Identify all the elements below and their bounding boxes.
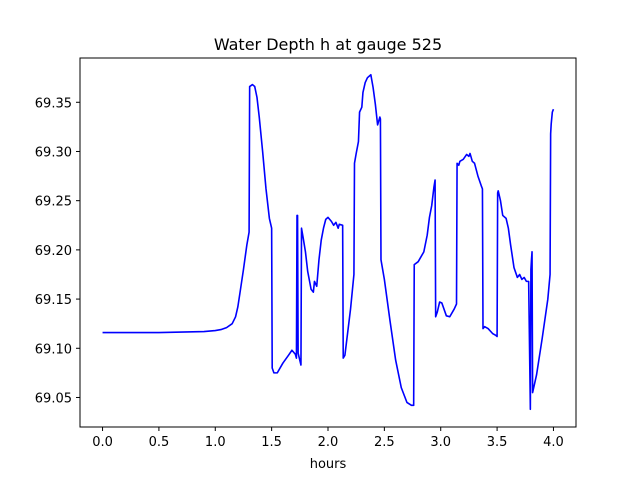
x-tick-label: 3.0 [430,435,451,450]
x-axis-label: hours [310,457,347,472]
y-tick-label: 69.15 [35,293,72,308]
series-layer [102,73,555,411]
y-tick-label: 69.20 [35,244,72,259]
x-tick-label: 2.5 [374,435,395,450]
y-tick-label: 69.30 [35,145,72,160]
x-tick-label: 4.0 [543,435,564,450]
x-tick-label: 0.5 [149,435,170,450]
plot-frame [79,57,577,428]
x-tick-label: 3.5 [487,435,508,450]
x-tick-label: 0.0 [92,435,113,450]
plot-area [80,58,576,427]
y-tick-label: 69.05 [35,391,72,406]
ticks-layer: 0.0 0.5 1.0 1.5 2.0 2.5 3.0 3.5 4.0 69.05 69.10 69.… [35,96,564,450]
x-tick-label: 1.0 [205,435,226,450]
chart-title: Water Depth h at gauge 525 [214,35,442,54]
y-tick-label: 69.10 [35,342,72,357]
x-tick-label: 1.5 [261,435,282,450]
series-line [102,73,555,411]
x-tick-label: 2.0 [318,435,339,450]
y-tick-label: 69.35 [35,96,72,111]
y-tick-label: 69.25 [35,195,72,210]
